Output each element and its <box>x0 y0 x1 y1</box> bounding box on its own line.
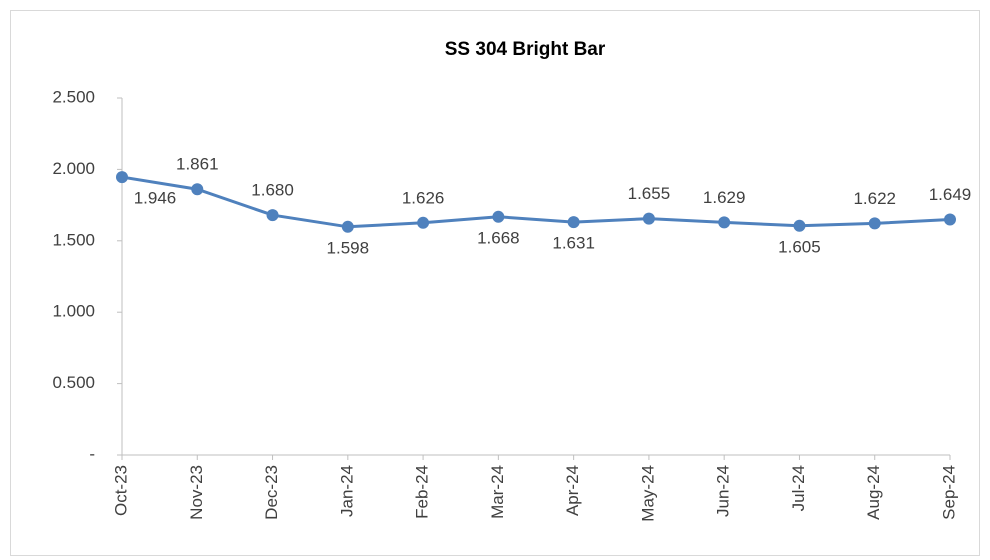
y-tick-label: - <box>89 444 95 463</box>
x-tick-label: Jun-24 <box>714 465 733 517</box>
data-label: 1.629 <box>703 188 746 207</box>
y-tick-label: 2.500 <box>52 87 95 106</box>
data-label: 1.680 <box>251 181 294 200</box>
x-tick-label: Oct-23 <box>111 465 130 516</box>
data-label: 1.861 <box>176 155 219 174</box>
chart-border <box>10 10 980 556</box>
x-tick-label: May-24 <box>638 465 657 522</box>
marker <box>642 212 655 225</box>
data-label: 1.946 <box>134 189 177 208</box>
marker <box>266 209 279 222</box>
x-tick-label: Dec-23 <box>262 465 281 520</box>
x-tick-label: Nov-23 <box>187 465 206 520</box>
data-label: 1.655 <box>628 184 671 203</box>
data-label: 1.631 <box>552 234 595 253</box>
data-label: 1.626 <box>402 188 445 207</box>
marker <box>944 213 956 226</box>
x-tick-label: Feb-24 <box>413 465 432 519</box>
marker <box>116 171 128 184</box>
marker <box>417 216 430 229</box>
data-label: 1.649 <box>929 185 972 204</box>
marker <box>191 183 204 196</box>
marker <box>718 216 731 229</box>
x-tick-label: Aug-24 <box>864 465 883 520</box>
x-tick-label: Mar-24 <box>488 465 507 519</box>
data-label: 1.622 <box>853 189 896 208</box>
y-tick-label: 0.500 <box>52 373 95 392</box>
line <box>121 175 951 229</box>
x-tick-label: Apr-24 <box>563 465 582 516</box>
data-label: 1.598 <box>327 238 370 257</box>
y-tick-label: 1.000 <box>52 302 95 321</box>
marker <box>567 216 580 229</box>
marker <box>341 220 354 233</box>
y-tick-label: 2.000 <box>52 159 95 178</box>
marker <box>793 219 806 232</box>
data-label: 1.668 <box>477 228 520 247</box>
x-tick-label: Sep-24 <box>939 465 958 520</box>
marker <box>492 210 505 223</box>
x-tick-label: Jul-24 <box>789 465 808 511</box>
x-tick-label: Jan-24 <box>337 465 356 517</box>
marker <box>868 217 881 230</box>
chart-title: SS 304 Bright Bar <box>445 39 606 60</box>
y-tick-label: 1.500 <box>52 230 95 249</box>
data-label: 1.605 <box>778 237 821 256</box>
